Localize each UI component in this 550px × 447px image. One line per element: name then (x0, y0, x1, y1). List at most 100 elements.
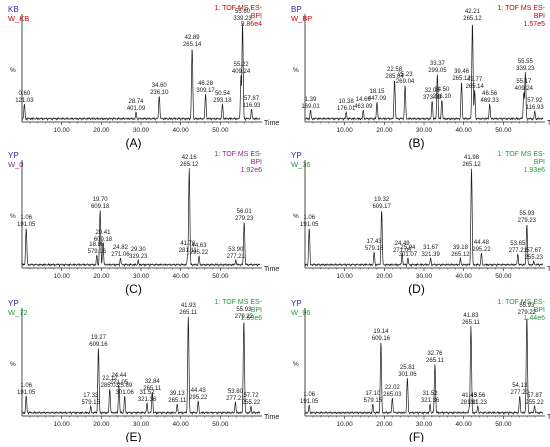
peak-mz-label: 265.11 (143, 386, 162, 392)
y-axis-label: % (293, 213, 299, 220)
chromatogram-panel-2: BPW_BP1: TOF MS ES-BPI1.57e5%Time10.0020… (291, 5, 550, 150)
info-line: 9.86e4 (241, 21, 263, 28)
sample-name: YP (8, 299, 19, 308)
peak-mz-label: 277.21 (227, 254, 246, 260)
peak-rt-label: 57.87 (527, 393, 543, 399)
peak-rt-label: 53.65 (510, 241, 526, 247)
peak-rt-label: 53.90 (228, 247, 244, 253)
peak-mz-label: 191.05 (17, 390, 36, 396)
panel-label: (D) (408, 282, 425, 296)
peak-mz-label: 609.16 (89, 342, 108, 348)
y-axis-label: % (10, 67, 16, 74)
peak-mz-label: 579.16 (88, 249, 107, 255)
trace-name: W_36 (291, 160, 311, 169)
peak-mz-label: 609.18 (94, 237, 113, 243)
peak-mz-label: 609.17 (372, 204, 391, 210)
peak-mz-label: 295.22 (190, 250, 209, 256)
peak-rt-label: 20.41 (95, 230, 111, 236)
peak-mz-label: 265.12 (462, 162, 481, 168)
panel-label: (F) (409, 430, 424, 442)
sample-name: YP (291, 151, 302, 160)
peak-mz-label: 463.09 (354, 104, 373, 110)
peak-rt-label: 55.60 (235, 9, 251, 15)
peak-mz-label: 279.23 (518, 218, 537, 224)
peak-rt-label: 57.92 (527, 98, 543, 104)
peak-rt-label: 57.72 (243, 393, 259, 399)
peak-mz-label: 279.22 (518, 310, 537, 316)
peak-mz-label: 329.23 (129, 254, 148, 260)
peak-rt-label: 55.93 (519, 211, 535, 217)
peak-mz-label: 116.93 (526, 105, 545, 111)
peak-mz-label: 301.06 (116, 390, 135, 396)
peak-mz-label: 401.09 (127, 106, 146, 112)
peak-rt-label: 19.27 (91, 335, 107, 341)
peak-rt-label: 42.89 (185, 35, 201, 41)
peak-rt-label: 46.28 (198, 81, 214, 87)
info-line: 1.93e6 (524, 167, 546, 174)
peak-rt-label: 32.84 (145, 379, 161, 385)
trace-name: W_96 (291, 308, 311, 317)
peak-mz-label: 191.05 (300, 399, 319, 405)
peak-mz-label: 169.01 (301, 104, 320, 110)
sample-name: KB (8, 5, 19, 14)
y-axis-label: % (293, 361, 299, 368)
peak-rt-label: 54.13 (512, 383, 528, 389)
peak-rt-label: 41.83 (463, 313, 479, 319)
x-tick-label: 20.00 (376, 421, 393, 428)
info-line: BPI (534, 159, 545, 166)
peak-rt-label: 10.38 (339, 99, 355, 105)
peak-mz-label: 279.23 (235, 216, 254, 222)
peak-mz-label: 265.11 (426, 358, 445, 364)
x-axis-label: Time (264, 120, 279, 127)
peak-mz-label: 265.14 (183, 42, 202, 48)
peak-rt-label: 55.55 (518, 59, 534, 65)
peak-mz-label: 191.05 (300, 222, 319, 228)
peak-mz-label: 255.22 (242, 400, 261, 406)
peak-rt-label: 24.82 (113, 245, 129, 251)
peak-rt-label: 42.77 (467, 77, 483, 83)
x-tick-label: 30.00 (133, 127, 150, 134)
sample-name: BP (291, 5, 302, 14)
peak-mz-label: 265.11 (179, 310, 198, 316)
peak-mz-label: 277.21 (509, 248, 528, 254)
peak-mz-label: 339.23 (233, 16, 252, 22)
peak-rt-label: 42.21 (465, 9, 481, 15)
x-tick-label: 40.00 (173, 421, 190, 428)
peak-rt-label: 39.13 (170, 391, 186, 397)
info-line: 1: TOF MS ES- (497, 151, 545, 158)
peak-rt-label: 44.48 (474, 240, 490, 246)
x-tick-label: 10.00 (337, 421, 354, 428)
peak-mz-label: 579.15 (364, 398, 383, 404)
peak-mz-label: 281.23 (469, 400, 488, 406)
peak-mz-label: 579.16 (365, 246, 384, 252)
peak-rt-label: 19.70 (93, 197, 109, 203)
x-tick-label: 10.00 (54, 127, 71, 134)
peak-rt-label: 46.56 (482, 91, 498, 97)
panel-label: (E) (126, 430, 142, 442)
peak-mz-label: 309.17 (196, 88, 215, 94)
peak-rt-label: 41.98 (464, 155, 480, 161)
info-line: 1: TOF MS ES- (214, 299, 262, 306)
peak-mz-label: 255.23 (525, 255, 544, 261)
info-line: 1.57e5 (524, 21, 546, 28)
x-tick-label: 10.00 (54, 421, 71, 428)
peak-mz-label: 321.36 (138, 397, 157, 403)
x-axis-label: Time (264, 414, 279, 421)
peak-mz-label: 609.18 (91, 204, 110, 210)
peak-rt-label: 19.14 (373, 329, 389, 335)
peak-rt-label: 57.87 (244, 96, 260, 102)
peak-rt-label: 44.63 (192, 243, 208, 249)
x-tick-label: 30.00 (416, 273, 433, 280)
peak-mz-label: 295.22 (472, 247, 491, 253)
peak-rt-label: 25.81 (400, 365, 416, 371)
peak-mz-label: 236.10 (433, 94, 452, 100)
peak-rt-label: 31.52 (423, 391, 439, 397)
peak-rt-label: 17.33 (83, 393, 99, 399)
x-tick-label: 20.00 (376, 273, 393, 280)
peak-rt-label: 39.18 (453, 245, 469, 251)
x-tick-label: 40.00 (173, 127, 190, 134)
chromatogram-panel-4: YPW_361: TOF MS ES-BPI1.93e6%Time10.0020… (291, 151, 550, 296)
sample-name: YP (291, 299, 302, 308)
panel-label: (C) (125, 282, 142, 296)
peak-mz-label: 447.09 (368, 96, 387, 102)
